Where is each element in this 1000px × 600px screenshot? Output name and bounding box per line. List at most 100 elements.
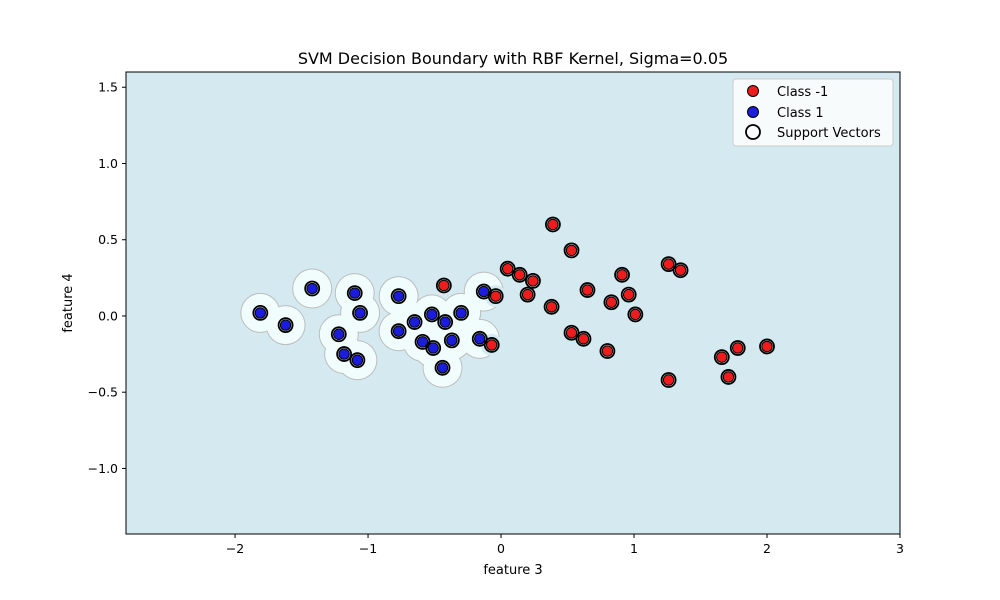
support-vector-ring (349, 352, 366, 369)
support-vector-ring (603, 294, 620, 311)
support-vector-ring (443, 332, 460, 349)
point-class-neg (623, 288, 635, 301)
point-class-neg (547, 218, 559, 231)
support-vector-ring (579, 282, 596, 298)
support-vector-ring (525, 272, 541, 289)
point-class-pos (392, 325, 405, 337)
point-class-neg (545, 301, 558, 313)
y-axis-ticks: −1.0 −0.5 0.0 0.5 1.0 1.5 (88, 80, 126, 476)
y-tick-label: −0.5 (88, 385, 118, 400)
point-class-neg (716, 351, 728, 363)
y-tick-label: −1.0 (88, 461, 118, 476)
point-class-pos (426, 308, 438, 321)
support-vector-ring (352, 305, 368, 321)
point-class-neg (601, 345, 614, 357)
point-class-pos (416, 336, 429, 348)
legend-label-support-vectors: Support Vectors (777, 126, 881, 141)
point-class-neg (501, 262, 514, 275)
data-points (252, 216, 775, 388)
point-class-neg (527, 275, 539, 287)
point-class-pos (439, 316, 451, 328)
support-vector-ring (720, 369, 737, 385)
point-class-neg (674, 264, 687, 276)
support-vector-ring (543, 298, 560, 315)
support-vector-ring (423, 306, 440, 323)
support-vector-ring (511, 266, 528, 283)
legend-label-class-pos: Class 1 (777, 106, 824, 121)
point-class-neg (722, 371, 735, 383)
support-vector-ring (390, 323, 407, 340)
support-vector-ring (252, 305, 269, 321)
x-tick-label: 0 (497, 541, 505, 556)
point-class-pos (338, 348, 350, 360)
support-vector-ring (759, 338, 775, 355)
point-class-neg (616, 269, 628, 281)
point-class-pos (474, 333, 486, 345)
support-vector-ring (336, 346, 353, 362)
y-tick-label: 0.5 (98, 232, 118, 247)
legend: Class -1 Class 1 Support Vectors (732, 78, 894, 147)
y-tick-label: 1.0 (98, 156, 118, 171)
support-vector-ring (660, 372, 677, 388)
point-class-pos (351, 354, 364, 366)
point-class-neg (581, 284, 594, 296)
y-tick-label: 1.5 (98, 80, 118, 95)
support-vector-ring (277, 317, 294, 334)
point-class-neg (565, 327, 578, 339)
x-tick-label: −1 (359, 541, 377, 556)
support-vector-ring (390, 288, 407, 305)
x-tick-label: −2 (226, 541, 244, 556)
support-vector-ring (475, 283, 492, 300)
point-class-pos (455, 307, 467, 319)
support-vector-ring (304, 280, 321, 297)
point-class-neg (761, 340, 773, 353)
point-class-pos (349, 287, 361, 299)
x-tick-label: 2 (763, 541, 771, 556)
legend-label-class-neg: Class -1 (777, 85, 828, 100)
point-class-neg (521, 288, 534, 301)
point-class-pos (436, 362, 449, 374)
support-vector-ring (425, 340, 442, 356)
point-class-pos (408, 316, 421, 328)
support-vector-ring (729, 340, 746, 356)
x-axis-ticks: −2 −1 0 1 2 3 (226, 534, 904, 556)
legend-marker-class-pos (747, 106, 759, 118)
y-axis-label: feature 4 (61, 273, 76, 332)
legend-box (732, 78, 894, 147)
point-class-pos (354, 307, 366, 319)
y-tick-label: 0.0 (98, 308, 118, 323)
point-class-neg (490, 290, 502, 302)
point-class-neg (513, 269, 526, 281)
chart-title: SVM Decision Boundary with RBF Kernel, S… (298, 49, 728, 68)
support-vector-ring (434, 359, 451, 376)
point-class-pos (333, 328, 345, 340)
support-vector-ring (471, 330, 488, 347)
point-class-neg (662, 374, 675, 386)
point-class-pos (392, 290, 405, 302)
support-vector-ring (437, 314, 454, 330)
support-vector-ring (453, 305, 470, 321)
legend-marker-support-vectors (745, 124, 761, 140)
support-vector-ring (544, 216, 561, 233)
point-class-pos (446, 334, 458, 347)
point-class-pos (478, 285, 490, 298)
point-class-neg (605, 296, 618, 308)
legend-marker-class-neg (747, 85, 759, 97)
point-class-neg (577, 333, 590, 345)
support-vector-ring (620, 286, 637, 303)
x-tick-label: 1 (630, 541, 638, 556)
point-class-pos (279, 319, 292, 331)
support-vector-ring (672, 262, 689, 279)
support-vector-ring (575, 330, 592, 347)
point-class-neg (732, 342, 744, 354)
support-vector-ring (627, 306, 644, 323)
support-vector-ring (346, 285, 363, 301)
support-vector-ring (614, 266, 630, 283)
point-class-neg (486, 339, 498, 351)
support-vector-ring (713, 349, 730, 366)
point-class-neg (662, 258, 675, 270)
support-vector-ring (563, 242, 580, 259)
plot-frame (125, 71, 901, 535)
x-tick-label: 3 (896, 541, 904, 556)
support-vector-ring (599, 343, 616, 359)
